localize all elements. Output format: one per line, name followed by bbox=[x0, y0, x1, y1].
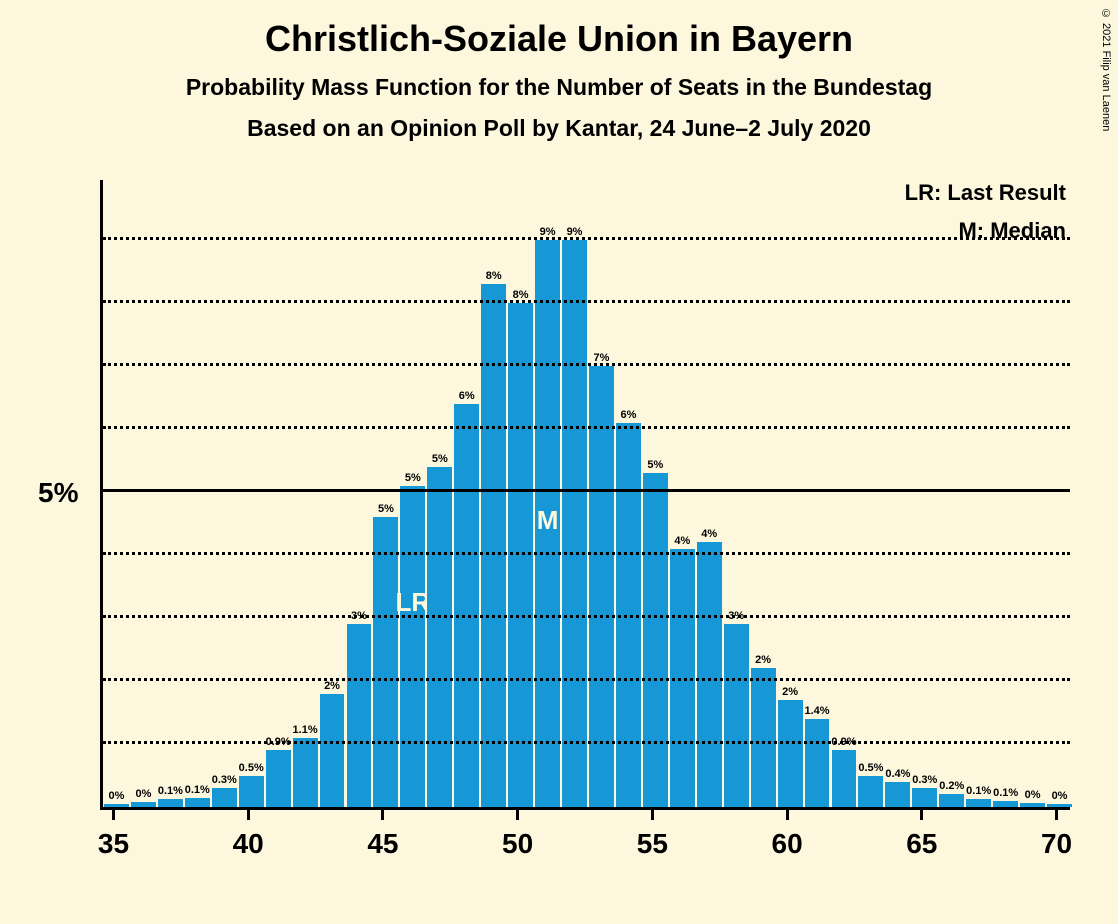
bar-value-label: 2% bbox=[755, 654, 771, 666]
x-tick-label: 35 bbox=[98, 828, 129, 860]
gridline-minor bbox=[103, 615, 1070, 618]
bar-value-label: 0.1% bbox=[185, 784, 210, 796]
x-tick-mark bbox=[247, 810, 250, 820]
x-tick-mark bbox=[786, 810, 789, 820]
bar-value-label: 2% bbox=[782, 686, 798, 698]
copyright-text: © 2021 Filip van Laenen bbox=[1100, 8, 1112, 131]
bar bbox=[212, 788, 237, 807]
bar bbox=[320, 694, 345, 807]
x-axis-ticks: 35 40 45 50 55 60 65 70 bbox=[100, 816, 1070, 866]
chart-title: Christlich-Soziale Union in Bayern bbox=[0, 18, 1118, 60]
bar-value-label: 0.2% bbox=[939, 780, 964, 792]
chart-subtitle-2: Based on an Opinion Poll by Kantar, 24 J… bbox=[0, 115, 1118, 142]
plot-area: 0%0%0.1%0.1%0.3%0.5%0.9%1.1%2%3%5%5%LR5%… bbox=[100, 180, 1070, 810]
bar-value-label: 0.1% bbox=[158, 785, 183, 797]
gridline-minor bbox=[103, 678, 1070, 681]
chart-subtitle: Probability Mass Function for the Number… bbox=[0, 74, 1118, 101]
bar bbox=[1047, 804, 1072, 807]
x-tick-mark bbox=[1055, 810, 1058, 820]
bars-container: 0%0%0.1%0.1%0.3%0.5%0.9%1.1%2%3%5%5%LR5%… bbox=[103, 180, 1070, 807]
x-tick-label: 65 bbox=[906, 828, 937, 860]
bar-value-label: 0.4% bbox=[885, 768, 910, 780]
bar bbox=[1020, 803, 1045, 807]
bar bbox=[966, 799, 991, 807]
x-tick-label: 45 bbox=[367, 828, 398, 860]
x-tick-label: 50 bbox=[502, 828, 533, 860]
bar-value-label: 5% bbox=[647, 459, 663, 471]
bar-value-label: 8% bbox=[486, 270, 502, 282]
bar-value-label: 1.4% bbox=[804, 705, 829, 717]
bar-value-label: 4% bbox=[674, 535, 690, 547]
x-tick-label: 40 bbox=[233, 828, 264, 860]
bar bbox=[427, 467, 452, 807]
gridline-minor bbox=[103, 426, 1070, 429]
bar-value-label: 0% bbox=[109, 790, 125, 802]
bar-value-label: 0% bbox=[135, 788, 151, 800]
bar-value-label: 5% bbox=[405, 472, 421, 484]
gridline-minor bbox=[103, 741, 1070, 744]
bar-value-label: 0% bbox=[1052, 790, 1068, 802]
bar-value-label: 5% bbox=[378, 503, 394, 515]
gridline-major bbox=[103, 489, 1070, 492]
x-tick-mark bbox=[516, 810, 519, 820]
bar-value-label: 6% bbox=[459, 390, 475, 402]
bar bbox=[508, 303, 533, 807]
median-marker: M bbox=[537, 505, 559, 536]
bar bbox=[104, 804, 129, 807]
bar bbox=[751, 668, 776, 807]
bar-value-label: 0.1% bbox=[993, 787, 1018, 799]
bar bbox=[724, 624, 749, 807]
bar bbox=[858, 776, 883, 808]
bar bbox=[643, 473, 668, 807]
bar-value-label: 5% bbox=[432, 453, 448, 465]
bar bbox=[373, 517, 398, 807]
gridline-minor bbox=[103, 363, 1070, 366]
bar-value-label: 2% bbox=[324, 680, 340, 692]
bar bbox=[912, 788, 937, 807]
gridline-minor bbox=[103, 237, 1070, 240]
chart-container: 0%0%0.1%0.1%0.3%0.5%0.9%1.1%2%3%5%5%LR5%… bbox=[40, 180, 1090, 880]
bar-value-label: 0.3% bbox=[912, 774, 937, 786]
bar bbox=[939, 794, 964, 807]
bar bbox=[805, 719, 830, 807]
bar bbox=[400, 486, 425, 807]
bar bbox=[239, 776, 264, 808]
bar-value-label: 0.5% bbox=[858, 762, 883, 774]
bar bbox=[993, 801, 1018, 807]
bar bbox=[266, 750, 291, 807]
x-tick-mark bbox=[920, 810, 923, 820]
x-tick-label: 70 bbox=[1041, 828, 1072, 860]
bar-value-label: 0% bbox=[1025, 789, 1041, 801]
bar-value-label: 0.3% bbox=[212, 774, 237, 786]
bar bbox=[158, 799, 183, 807]
y-axis-label-5pct: 5% bbox=[38, 477, 78, 509]
x-tick-label: 55 bbox=[637, 828, 668, 860]
bar bbox=[293, 738, 318, 807]
bar bbox=[697, 542, 722, 807]
bar bbox=[885, 782, 910, 807]
bar-value-label: 6% bbox=[620, 409, 636, 421]
bar bbox=[185, 798, 210, 807]
bar bbox=[778, 700, 803, 807]
x-tick-mark bbox=[651, 810, 654, 820]
bar-value-label: 0.5% bbox=[239, 762, 264, 774]
bar bbox=[832, 750, 857, 807]
bar-value-label: 0.1% bbox=[966, 785, 991, 797]
bar bbox=[131, 802, 156, 807]
gridline-minor bbox=[103, 300, 1070, 303]
bar bbox=[347, 624, 372, 807]
bar bbox=[454, 404, 479, 807]
gridline-minor bbox=[103, 552, 1070, 555]
bar-value-label: 4% bbox=[701, 528, 717, 540]
title-block: Christlich-Soziale Union in Bayern Proba… bbox=[0, 0, 1118, 142]
x-tick-label: 60 bbox=[772, 828, 803, 860]
last-result-marker: LR bbox=[396, 587, 431, 618]
x-tick-mark bbox=[381, 810, 384, 820]
x-tick-mark bbox=[112, 810, 115, 820]
bar bbox=[562, 240, 587, 807]
bar-value-label: 1.1% bbox=[293, 724, 318, 736]
